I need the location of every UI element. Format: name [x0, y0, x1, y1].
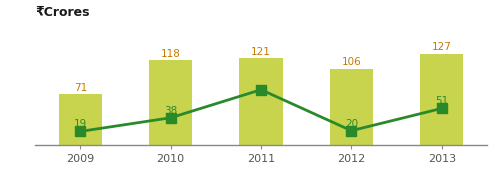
Text: 71: 71 [74, 83, 87, 93]
Bar [329, 69, 372, 145]
Text: 51: 51 [434, 96, 447, 106]
Text: 127: 127 [431, 42, 451, 52]
Text: ₹Crores: ₹Crores [35, 6, 90, 19]
Text: 121: 121 [250, 47, 271, 57]
Bar [239, 58, 282, 145]
Bar [59, 94, 102, 145]
Text: 19: 19 [74, 119, 87, 129]
Text: 38: 38 [164, 106, 177, 116]
Text: 106: 106 [341, 57, 361, 67]
Text: 20: 20 [344, 118, 357, 129]
Bar [419, 54, 462, 145]
Text: 118: 118 [160, 49, 180, 59]
Bar [149, 60, 192, 145]
Text: 77: 77 [254, 85, 267, 95]
